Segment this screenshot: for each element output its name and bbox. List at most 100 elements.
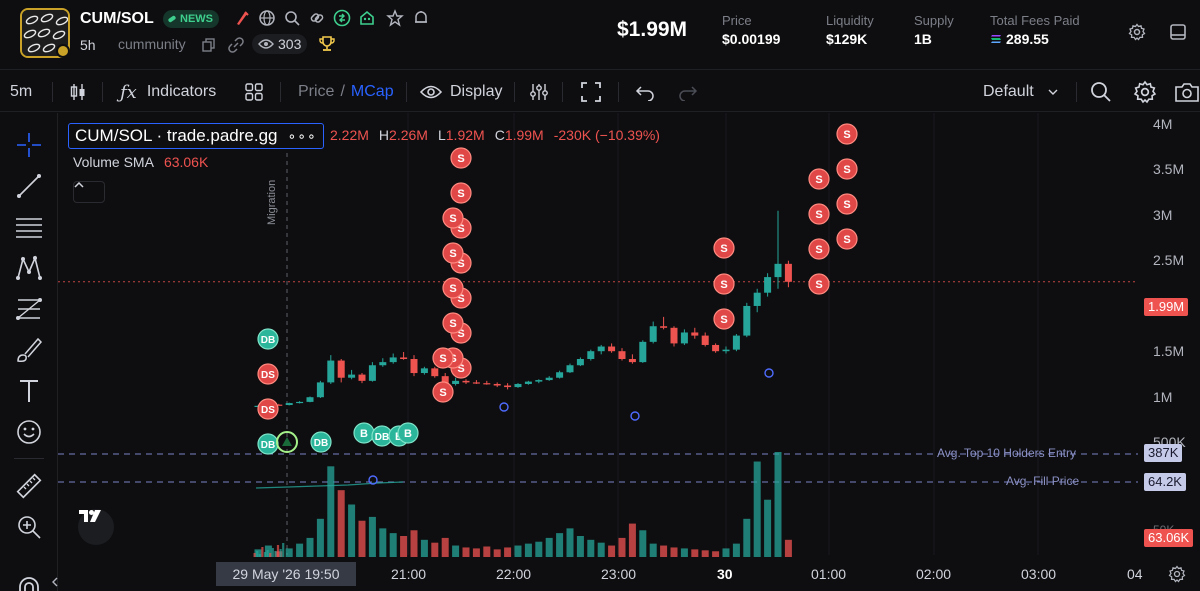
x-tick-label: 02:00 [916,566,952,582]
text-tool[interactable] [14,376,44,406]
undo-button[interactable] [635,72,655,112]
more-options-icon[interactable]: ∘∘∘ [287,127,317,144]
marker-letter: B [360,428,368,440]
fib-tool[interactable] [14,212,44,242]
candle-body [275,404,283,406]
y-tick-label: 2.5M [1153,252,1185,268]
price-mcap-toggle[interactable]: Price / MCap [298,72,394,112]
projection-tool[interactable] [14,294,44,324]
crosshair-tool[interactable] [14,130,44,160]
symbol-legend[interactable]: CUM/SOL · trade.padre.gg ∘∘∘ [68,123,324,149]
mcap-option[interactable]: MCap [350,83,394,100]
avg-fill-tag: 64.2K [1144,473,1186,491]
divider [280,82,281,102]
copy-icon[interactable] [201,37,217,53]
candle-body [743,305,751,336]
chart-settings-button[interactable] [528,72,550,112]
marker-letter: S [449,318,456,330]
chart-pane[interactable]: DBDSDSDBDBBDBBBSSSSSSSSSSSSSSSSSSSSSSSSS… [58,113,1200,591]
eye-icon [258,39,274,49]
marker-letter: S [815,279,822,291]
token-logo[interactable] [20,8,70,58]
magnet-tool[interactable] [14,571,44,591]
volume-bar [535,541,543,557]
volume-bar [608,545,616,557]
marker-circle [310,431,332,453]
ohlc-close: 1.99M [504,127,544,143]
emoji-tool[interactable] [14,417,44,447]
candle-style-button[interactable] [68,72,88,112]
marker-letter: S [449,283,456,295]
divider [406,82,407,102]
globe-icon[interactable] [258,9,276,27]
stat-price: Price $0.00199 [722,13,780,47]
robot-marker-icon [282,437,292,446]
star-icon[interactable] [386,9,404,27]
axis-settings-icon[interactable] [1168,565,1186,583]
fullscreen-button[interactable] [580,72,602,112]
candle-body [566,365,574,373]
sell-marker: S [808,168,830,190]
trophy-icon[interactable] [318,35,336,53]
bell-icon[interactable] [412,9,430,27]
indicators-button[interactable]: ƒx Indicators [120,72,216,112]
templates-button[interactable] [244,72,264,112]
stat-label: Total Fees Paid [990,13,1080,28]
volume-bar [524,543,532,557]
marker-letter: S [843,129,850,141]
marker-letter: S [720,243,727,255]
snapshot-button[interactable] [1174,72,1200,112]
price-option[interactable]: Price [298,83,335,100]
redo-icon [679,86,698,101]
display-button[interactable]: Display [420,72,502,112]
stat-value-wrap: 289.55 [990,31,1080,47]
chain-icon[interactable] [228,37,244,53]
drawing-tools-rail [0,113,58,591]
marker-circle [836,193,858,215]
layout-dropdown[interactable]: Default [983,72,1058,112]
volume-bar [276,545,280,557]
robot-icon[interactable] [358,9,376,27]
volume-bar [732,543,740,557]
news-badge[interactable]: NEWS [163,10,219,28]
pump-icon[interactable] [233,9,251,27]
zoom-tool[interactable] [14,512,44,542]
candlestick-chart[interactable]: DBDSDSDBDBBDBBBSSSSSSSSSSSSSSSSSSSSSSSSS [58,113,1200,591]
volume-legend[interactable]: Volume SMA 63.06K [73,154,208,170]
tradingview-logo[interactable] [78,509,114,545]
rail-collapse-button[interactable] [50,567,60,591]
candle-body [722,349,730,352]
settings-icon[interactable] [1128,23,1146,41]
buy-marker: B [397,422,419,444]
divider [14,458,44,459]
marker-circle [442,207,464,229]
legend-title: CUM/SOL · trade.padre.gg [75,126,278,145]
candle-body [358,374,366,381]
marker-letter: S [457,223,464,235]
volume-bar [691,549,699,557]
chart-gear-button[interactable] [1133,72,1157,112]
volume-bar [597,542,605,557]
interval-button[interactable]: 5m [10,83,33,100]
redo-button[interactable] [678,72,698,112]
volume-bar [258,554,261,557]
swap-icon[interactable] [333,9,351,27]
indicators-label: Indicators [146,83,217,100]
chart-search-button[interactable] [1090,72,1112,112]
candle-body [400,357,408,359]
legend-collapse-button[interactable] [73,181,105,203]
candle-body [535,380,543,382]
pattern-tool[interactable] [14,253,44,283]
brush-tool[interactable] [14,335,44,365]
candle-body [691,332,699,336]
link-icon[interactable] [308,9,326,27]
undo-icon [635,86,654,101]
ruler-tool[interactable] [14,471,44,501]
window-icon[interactable] [1169,23,1187,41]
candle-body [556,372,564,378]
zoom-in-icon [18,516,41,539]
trendline-tool[interactable] [14,171,44,201]
search-icon[interactable] [283,9,301,27]
dev_sell-marker: DS [257,363,279,385]
candle-body [753,292,761,306]
